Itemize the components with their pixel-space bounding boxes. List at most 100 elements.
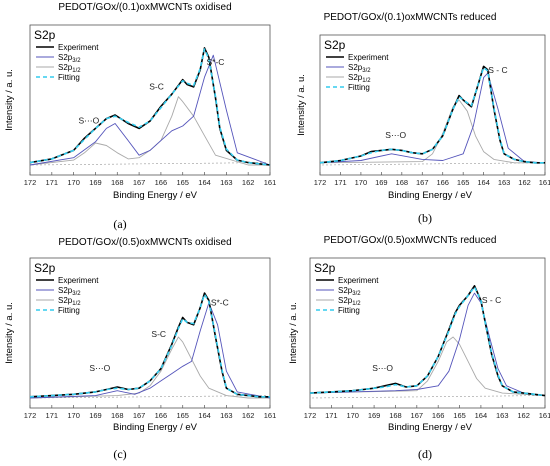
legend-label: Fitting (348, 83, 370, 92)
x-tick-label: 172 (24, 178, 37, 187)
series-s2p1-2 (29, 96, 270, 166)
legend-label: Fitting (58, 73, 80, 82)
x-tick-label: 169 (375, 178, 388, 187)
x-tick-label: 167 (411, 411, 424, 420)
peak-annotation: S*-C (206, 57, 224, 67)
x-tick-label: 170 (346, 411, 359, 420)
legend-label: S2p1/2 (338, 296, 361, 307)
plot-frame (29, 24, 271, 176)
plot-frame (319, 34, 546, 176)
legend-label: Experiment (58, 43, 99, 52)
peak-region-label: S2p (34, 261, 56, 275)
peak-region-label: S2p (314, 261, 336, 275)
series-s2p3-2 (309, 292, 546, 397)
x-tick-label: 172 (24, 411, 37, 420)
x-tick-label: 162 (517, 411, 530, 420)
x-tick-label: 168 (396, 178, 409, 187)
x-tick-label: 168 (111, 178, 124, 187)
x-axis-label: Binding Energy / eV (388, 190, 473, 201)
legend-label: S2p3/2 (338, 286, 361, 297)
chart-panel-4: PEDOT/GOx/(0.5)oxMWCNTs reduced 172 171 170… (288, 235, 550, 461)
x-tick-label: 169 (89, 178, 102, 187)
x-axis-label: Binding Energy / eV (113, 190, 198, 201)
legend-label: S2p3/2 (58, 53, 81, 64)
legend-label: Experiment (348, 53, 389, 62)
x-tick-label: 161 (539, 178, 550, 187)
y-axis-label: Intensity / a. u. (296, 74, 307, 136)
x-tick-label: 164 (198, 178, 211, 187)
x-tick-label: 165 (176, 411, 189, 420)
series-experiment (319, 65, 545, 164)
chart-panel-3: PEDOT/GOx/(0.5)oxMWCNTs oxidised 172 171 17… (4, 237, 276, 461)
y-axis-label: Intensity / a. u. (288, 302, 299, 364)
x-tick-label: 162 (242, 178, 255, 187)
x-tick-label: 167 (133, 411, 146, 420)
x-tick-label: 172 (304, 411, 317, 420)
x-tick-label: 171 (46, 411, 59, 420)
legend-label: Experiment (58, 276, 99, 285)
x-tick-label: 170 (67, 411, 80, 420)
baseline (311, 395, 544, 399)
panel-caption: (b) (418, 211, 432, 225)
chart-title: PEDOT/GOx/(0.5)oxMWCNTs oxidised (58, 237, 231, 248)
series-s2p3-2 (29, 302, 271, 399)
legend-label: S2p1/2 (58, 296, 81, 307)
peak-annotation: S⋯O (89, 363, 110, 373)
plot-frame (309, 257, 546, 409)
series-s2p3-2 (29, 54, 271, 166)
x-tick-label: 161 (264, 178, 277, 187)
chart-title: PEDOT/GOx/(0.1)oxMWCNTs oxidised (58, 2, 231, 13)
chart-title: PEDOT/GOx/(0.5)oxMWCNTs reduced (324, 235, 497, 246)
x-tick-label: 171 (46, 178, 59, 187)
panel-caption: (d) (418, 447, 432, 461)
peak-annotation: S-C (149, 81, 164, 91)
legend-label: Fitting (58, 306, 80, 315)
x-tick-label: 169 (368, 411, 381, 420)
x-tick-label: 162 (518, 178, 531, 187)
x-tick-label: 166 (432, 411, 445, 420)
x-tick-label: 170 (67, 178, 80, 187)
x-tick-label: 165 (453, 411, 466, 420)
series-s2p1-2 (29, 336, 270, 399)
x-tick-label: 165 (457, 178, 470, 187)
legend-label: S2p1/2 (58, 63, 81, 74)
x-tick-label: 170 (355, 178, 368, 187)
x-tick-label: 168 (389, 411, 402, 420)
x-tick-label: 161 (264, 411, 277, 420)
x-tick-label: 166 (155, 411, 168, 420)
series-s2p1-2 (309, 336, 546, 397)
baseline (31, 162, 269, 166)
peak-annotation: S-C (151, 329, 166, 339)
legend-label: Fitting (338, 306, 360, 315)
peak-region-label: S2p (34, 28, 56, 42)
peak-annotation: S - C (482, 295, 501, 305)
x-tick-label: 172 (314, 178, 327, 187)
chart-panel-2: PEDOT/GOx/(0.1)oxMWCNTs reduced 172 171 170… (296, 12, 550, 225)
series-s2p1-2 (319, 99, 545, 164)
series-s2p3-2 (319, 72, 546, 164)
x-tick-label: 164 (475, 411, 488, 420)
peak-annotation: S⋯O (79, 116, 100, 126)
x-tick-label: 163 (220, 178, 233, 187)
x-tick-label: 162 (242, 411, 255, 420)
legend-label: S2p3/2 (58, 286, 81, 297)
x-tick-label: 163 (498, 178, 511, 187)
panel-caption: (c) (113, 447, 126, 461)
x-tick-label: 167 (133, 178, 146, 187)
x-tick-label: 164 (477, 178, 490, 187)
chart-title: PEDOT/GOx/(0.1)oxMWCNTs reduced (324, 12, 497, 23)
series-experiment (29, 47, 271, 166)
x-tick-label: 167 (416, 178, 429, 187)
legend-label: Experiment (338, 276, 379, 285)
baseline (321, 162, 544, 166)
panel-caption: (a) (113, 217, 126, 231)
x-tick-label: 166 (155, 178, 168, 187)
x-tick-label: 163 (220, 411, 233, 420)
chart-panel-1: PEDOT/GOx/(0.1)oxMWCNTs oxidised 172 171 17… (4, 2, 276, 231)
peak-annotation: S⋯O (372, 363, 393, 373)
x-tick-label: 164 (198, 411, 211, 420)
peak-annotation: S - C (488, 65, 507, 75)
